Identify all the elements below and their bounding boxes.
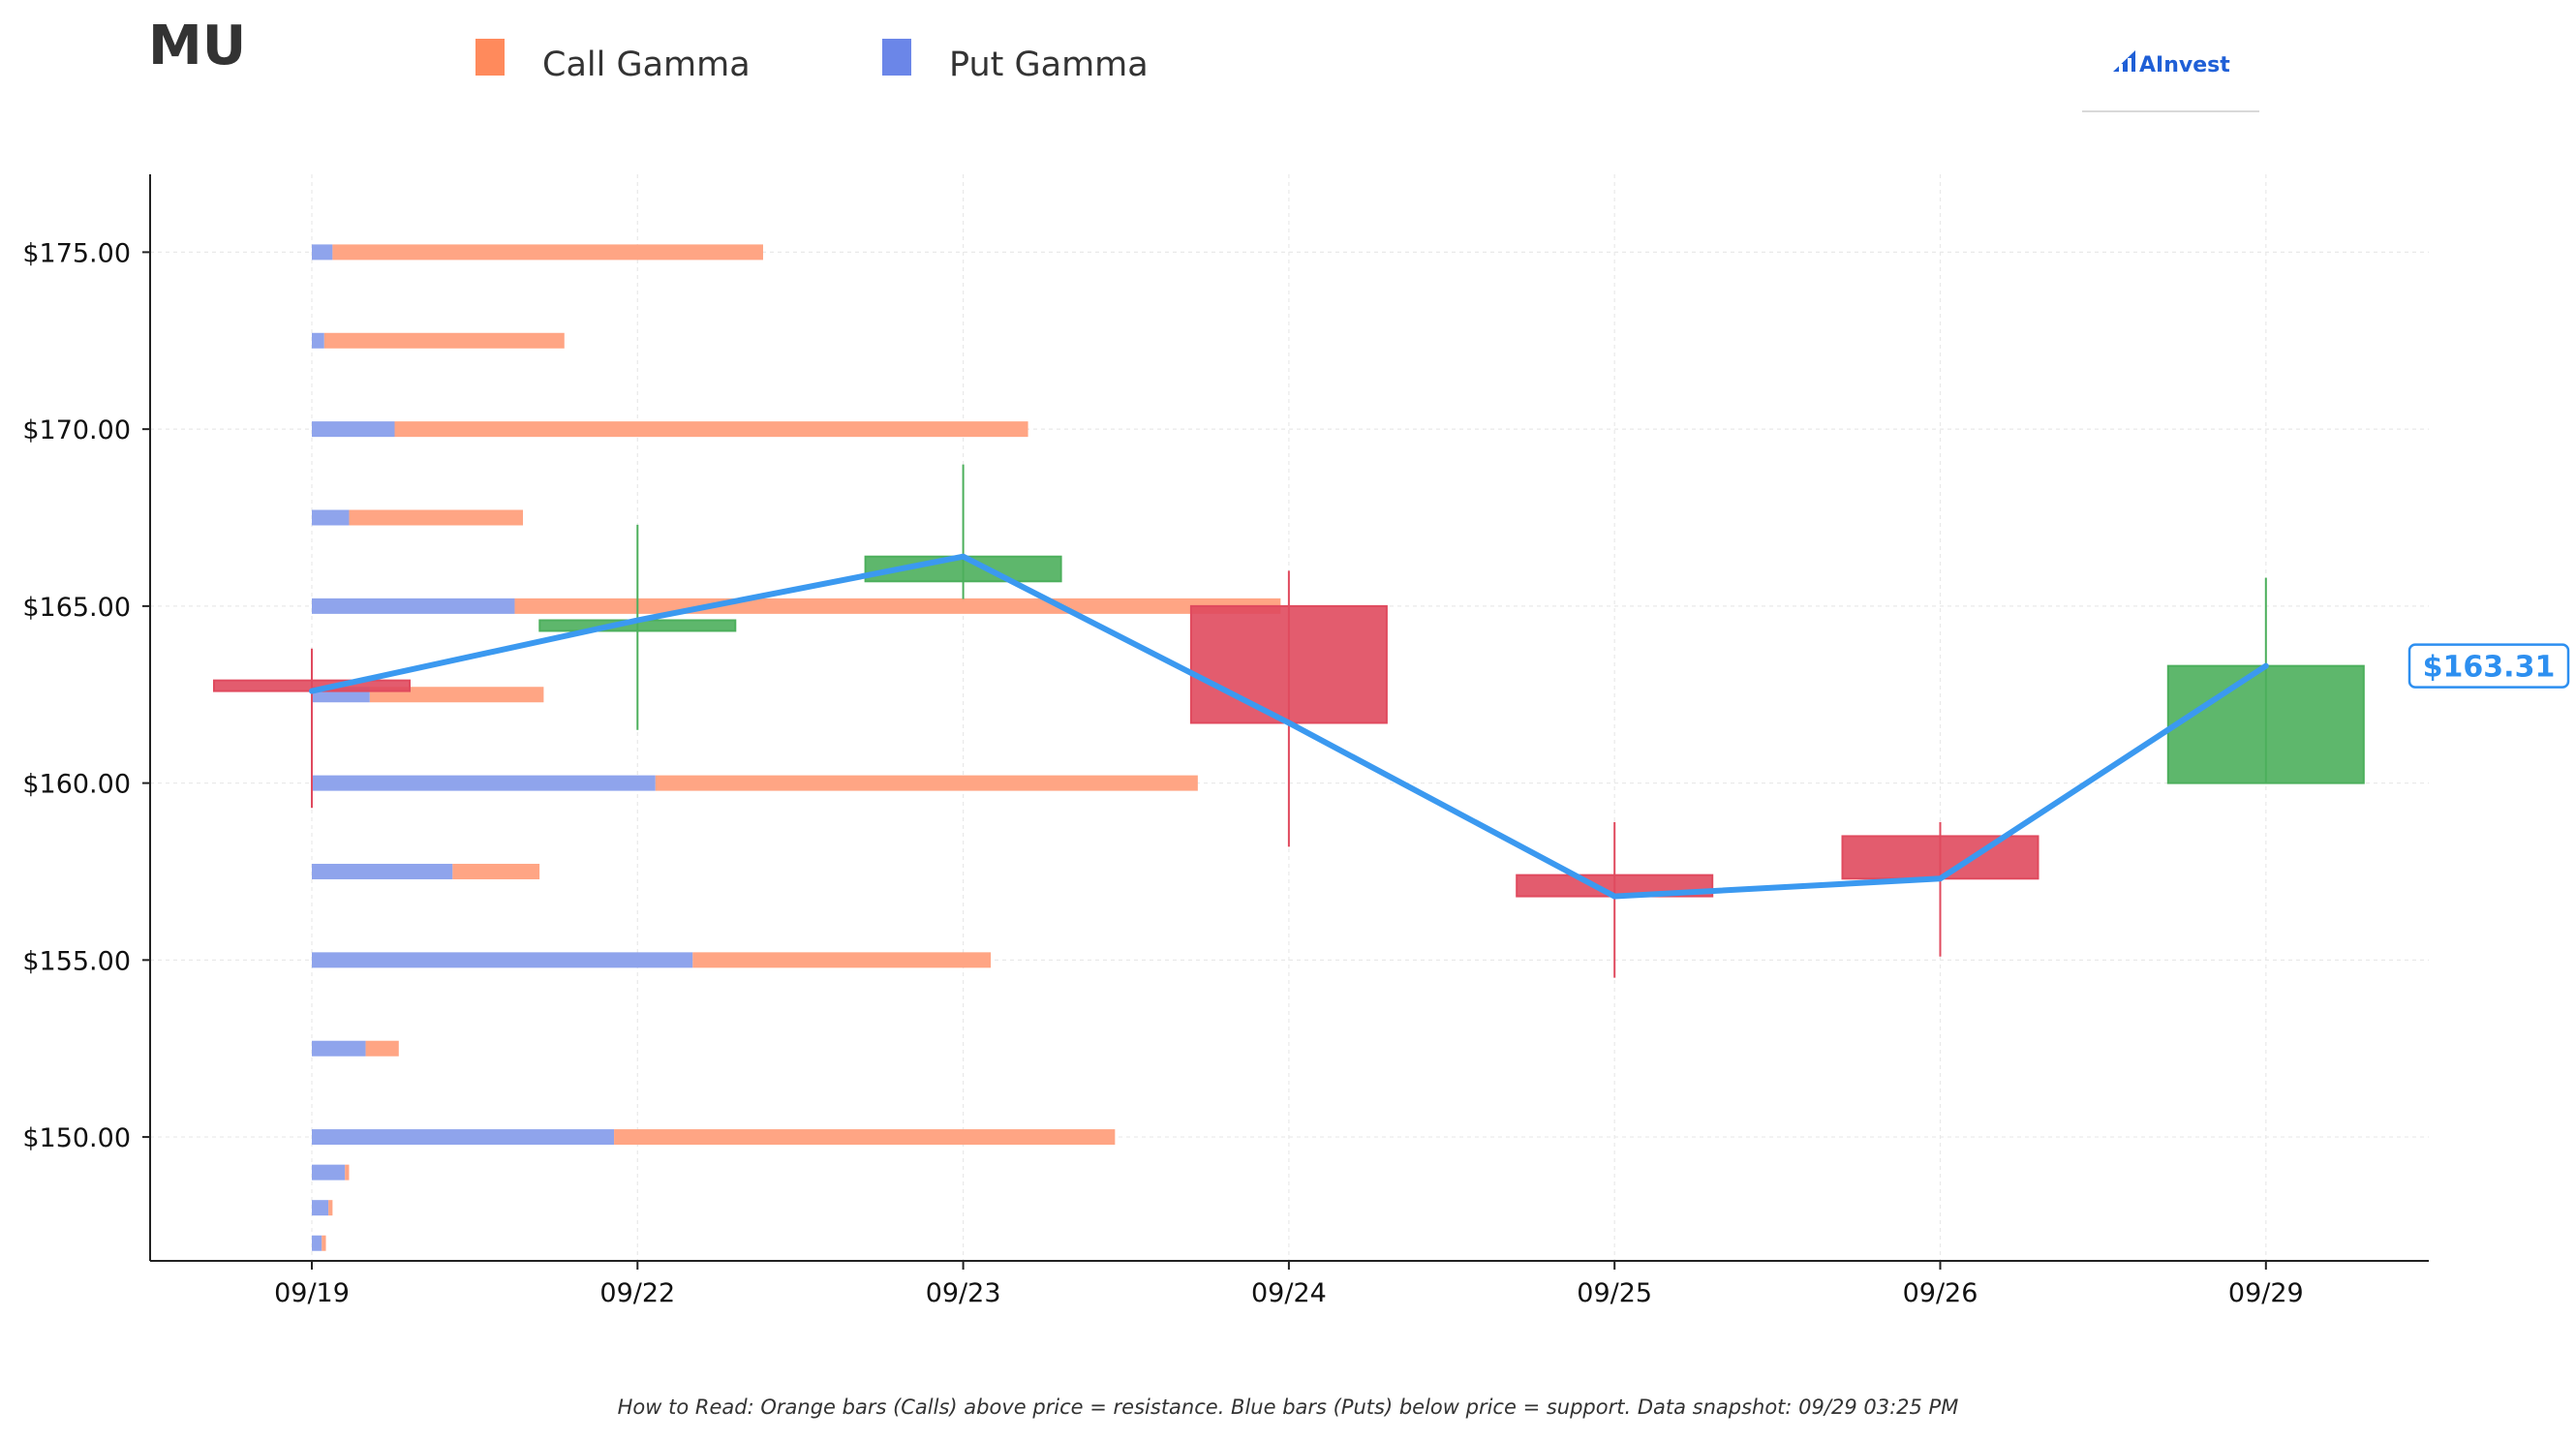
call-gamma-bar [322, 1235, 326, 1251]
y-tick-label: $170.00 [22, 415, 131, 445]
gamma-bars [312, 244, 1281, 1251]
put-gamma-bar [312, 1129, 615, 1146]
put-gamma-bar [312, 421, 395, 438]
call-gamma-bar [394, 421, 1028, 438]
put-gamma-bar [312, 1040, 366, 1057]
put-gamma-bar [312, 244, 333, 261]
call-gamma-bar [328, 1200, 333, 1216]
x-tick-label: 09/19 [274, 1278, 350, 1308]
y-tick-label: $160.00 [22, 770, 131, 800]
legend-call-label: Call Gamma [542, 46, 751, 84]
legend-call-swatch [475, 39, 505, 76]
legend-put-label: Put Gamma [949, 46, 1149, 84]
call-gamma-bar [655, 775, 1198, 791]
x-tick-label: 09/29 [2228, 1278, 2304, 1308]
price-line [309, 553, 2269, 900]
put-gamma-bar [312, 863, 453, 879]
call-gamma-bar [349, 509, 524, 526]
x-tick-label: 09/25 [1577, 1278, 1652, 1308]
axes: $150.00 $155.00 $160.00 $165.00 $170.00 $175.… [22, 174, 2429, 1308]
put-gamma-bar [312, 1200, 329, 1216]
last-price-label: $163.31 [2423, 651, 2556, 685]
legend-put-swatch [882, 39, 911, 76]
ticker-title: MU [148, 15, 246, 77]
legend: Call Gamma Put Gamma [475, 39, 1149, 84]
call-gamma-bar [514, 598, 1281, 614]
x-tick-label: 09/23 [926, 1278, 1001, 1308]
put-gamma-bar [312, 775, 656, 791]
price-line-layer [309, 553, 2269, 900]
call-gamma-bar [369, 687, 544, 703]
footer-note: How to Read: Orange bars (Calls) above p… [618, 1395, 1959, 1419]
x-tick-label: 09/22 [599, 1278, 675, 1308]
y-tick-label: $155.00 [22, 946, 131, 976]
x-tick-label: 09/24 [1251, 1278, 1327, 1308]
call-gamma-bar [614, 1129, 1116, 1146]
put-gamma-bar [312, 332, 324, 349]
call-gamma-bar [452, 863, 540, 879]
call-gamma-bar [692, 952, 992, 968]
candle-body [1189, 604, 1388, 724]
call-gamma-bar [332, 244, 763, 261]
logo-text: AInvest [2139, 53, 2230, 77]
candle-body [1841, 835, 2039, 880]
y-tick-label: $175.00 [22, 238, 131, 268]
call-gamma-bar [323, 332, 565, 349]
call-gamma-bar [345, 1164, 350, 1180]
put-gamma-bar [312, 1164, 346, 1180]
call-gamma-bar [365, 1040, 399, 1057]
logo-mark-icon [2113, 50, 2135, 72]
put-gamma-bar [312, 952, 693, 968]
candle-body [2166, 664, 2365, 784]
y-tick-label: $165.00 [22, 593, 131, 623]
ainvest-logo[interactable]: AInvest [2082, 50, 2259, 112]
last-price-box [2407, 643, 2570, 689]
y-tick-label: $150.00 [22, 1123, 131, 1153]
put-gamma-bar [312, 509, 350, 526]
put-gamma-bar [312, 598, 515, 614]
put-gamma-bar [312, 1235, 322, 1251]
last-price-badge: $163.31 [2407, 643, 2570, 689]
x-tick-label: 09/26 [1903, 1278, 1978, 1308]
